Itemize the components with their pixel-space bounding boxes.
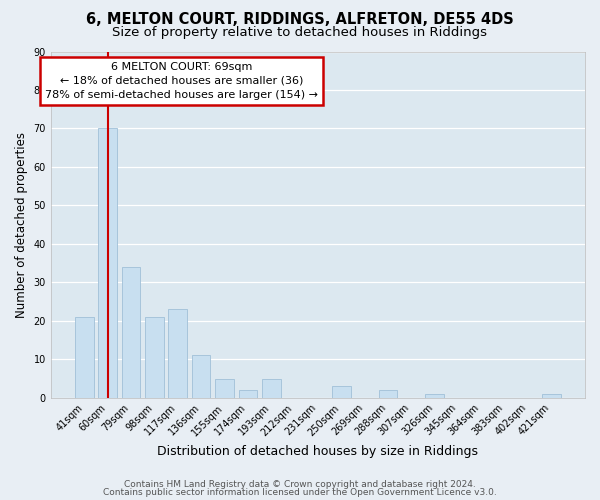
Y-axis label: Number of detached properties: Number of detached properties bbox=[15, 132, 28, 318]
Bar bbox=[425, 394, 444, 398]
Text: Contains HM Land Registry data © Crown copyright and database right 2024.: Contains HM Land Registry data © Crown c… bbox=[124, 480, 476, 489]
Bar bbox=[169, 310, 187, 398]
Bar bbox=[379, 390, 397, 398]
Bar bbox=[122, 267, 140, 398]
Bar bbox=[262, 378, 281, 398]
Bar bbox=[145, 317, 164, 398]
Text: Contains public sector information licensed under the Open Government Licence v3: Contains public sector information licen… bbox=[103, 488, 497, 497]
Bar bbox=[239, 390, 257, 398]
Text: 6 MELTON COURT: 69sqm
← 18% of detached houses are smaller (36)
78% of semi-deta: 6 MELTON COURT: 69sqm ← 18% of detached … bbox=[45, 62, 318, 100]
Text: 6, MELTON COURT, RIDDINGS, ALFRETON, DE55 4DS: 6, MELTON COURT, RIDDINGS, ALFRETON, DE5… bbox=[86, 12, 514, 28]
Text: Size of property relative to detached houses in Riddings: Size of property relative to detached ho… bbox=[113, 26, 487, 39]
Bar bbox=[192, 356, 211, 398]
Bar bbox=[215, 378, 234, 398]
Bar bbox=[332, 386, 350, 398]
X-axis label: Distribution of detached houses by size in Riddings: Distribution of detached houses by size … bbox=[157, 444, 478, 458]
Bar bbox=[75, 317, 94, 398]
Bar bbox=[542, 394, 561, 398]
Bar bbox=[98, 128, 117, 398]
